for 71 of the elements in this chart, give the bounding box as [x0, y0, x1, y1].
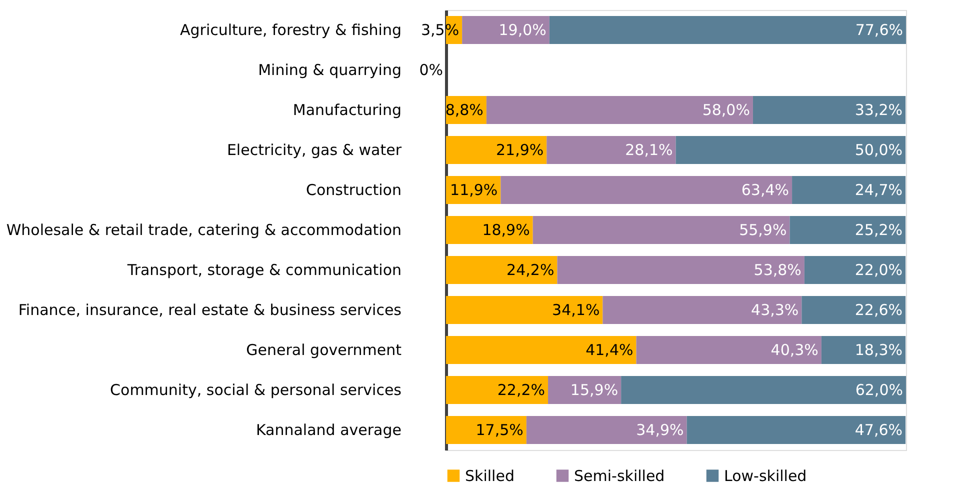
- bar: [546, 136, 676, 164]
- y-tick-label: Transport, storage & communication: [126, 261, 402, 279]
- y-tick-label: Manufacturing: [292, 101, 402, 119]
- bar: [446, 416, 526, 444]
- bar: [752, 96, 906, 124]
- y-tick-label: Electricity, gas & water: [226, 141, 402, 159]
- bar: [790, 216, 906, 244]
- data-label: 58,0%: [702, 101, 750, 119]
- y-tick-label: Wholesale & retail trade, catering & accommodation: [6, 221, 402, 239]
- data-label: 55,9%: [739, 221, 787, 239]
- bar: [462, 16, 550, 44]
- data-label: 28,1%: [625, 141, 673, 159]
- data-label: 15,9%: [570, 381, 618, 399]
- data-label: 34,1%: [552, 301, 600, 319]
- bar: [557, 256, 804, 284]
- data-label: 22,2%: [497, 381, 546, 399]
- bar: [821, 336, 906, 364]
- legend-label: Semi-skilled: [574, 466, 665, 485]
- data-label: 17,5%: [476, 421, 524, 439]
- y-tick-label: Agriculture, forestry & fishing: [180, 21, 402, 39]
- bar: [446, 376, 548, 404]
- data-label: 11,9%: [450, 181, 498, 199]
- data-label: 62,0%: [855, 381, 903, 399]
- data-label: 40,3%: [770, 341, 818, 359]
- data-label: 47,6%: [854, 421, 903, 439]
- bar: [621, 376, 906, 404]
- legend-label: Skilled: [465, 466, 514, 485]
- bar: [446, 336, 636, 364]
- data-label: 25,2%: [854, 221, 903, 239]
- data-label: 77,6%: [855, 21, 903, 39]
- bar: [636, 336, 822, 364]
- data-label: 63,4%: [741, 181, 790, 199]
- data-label: 18,3%: [854, 341, 903, 359]
- data-label: 22,6%: [854, 301, 903, 319]
- bar: [676, 136, 906, 164]
- data-label: 21,9%: [496, 141, 544, 159]
- y-tick-label: Construction: [306, 181, 402, 199]
- data-label: 50,0%: [854, 141, 903, 159]
- bar: [686, 416, 906, 444]
- bar: [526, 416, 687, 444]
- data-label: 18,9%: [482, 221, 530, 239]
- data-label: 34,9%: [636, 421, 684, 439]
- bar: [792, 176, 906, 204]
- bar: [500, 176, 792, 204]
- y-tick-label: Community, social & personal services: [110, 381, 402, 399]
- bar: [602, 296, 802, 324]
- bar: [549, 16, 906, 44]
- y-tick-label: Mining & quarrying: [258, 61, 402, 79]
- bar: [548, 376, 622, 404]
- y-tick-label: Kannaland average: [256, 421, 402, 439]
- bar: [446, 216, 533, 244]
- data-label: 33,2%: [854, 101, 903, 119]
- y-tick-label: Finance, insurance, real estate & business services: [18, 301, 402, 319]
- data-label: 53,8%: [754, 261, 802, 279]
- legend-label: Low-skilled: [724, 466, 807, 485]
- data-label: 0%: [419, 61, 443, 79]
- bar: [532, 216, 790, 244]
- data-label: 24,7%: [854, 181, 903, 199]
- y-tick-label: General government: [246, 341, 402, 359]
- data-label: 24,2%: [506, 261, 554, 279]
- data-label: 43,3%: [751, 301, 799, 319]
- data-label: 41,4%: [586, 341, 634, 359]
- bar: [446, 256, 558, 284]
- bar: [446, 136, 547, 164]
- data-label: 8,8%: [445, 101, 484, 119]
- data-label: 22,0%: [854, 261, 903, 279]
- bar: [804, 256, 906, 284]
- bar: [446, 296, 603, 324]
- data-label: 19,0%: [498, 21, 546, 39]
- bar: [802, 296, 906, 324]
- bar: [486, 96, 753, 124]
